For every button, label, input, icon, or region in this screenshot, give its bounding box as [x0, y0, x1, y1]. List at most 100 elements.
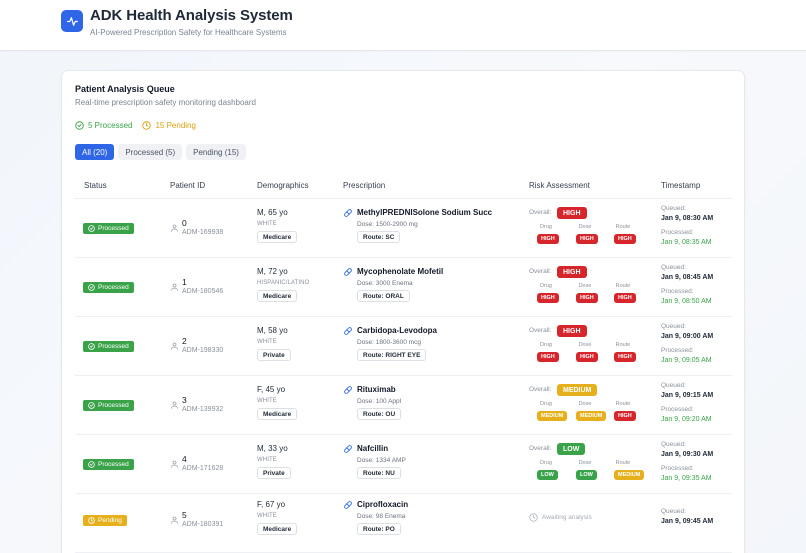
ethnicity: WHITE [257, 339, 277, 345]
overall-label: Overall: [529, 445, 552, 452]
pending-stat: 15 Pending [142, 121, 196, 130]
table-row[interactable]: Processed 4 ADM-171628 M, 33 yo WHITE Pr… [75, 435, 732, 494]
queued-time: Jan 9, 09:15 AM [661, 392, 714, 399]
pill-link-icon [344, 327, 352, 335]
overall-label: Overall: [529, 209, 552, 216]
admission-code: ADM-169938 [182, 229, 224, 236]
queued-time: Jan 9, 09:45 AM [661, 518, 714, 525]
clock-icon [142, 121, 152, 130]
processed-time: Jan 9, 09:35 AM [661, 475, 712, 482]
processed-time: Jan 9, 09:05 AM [661, 357, 712, 364]
route-chip: Route: RIGHT EYE [357, 349, 427, 361]
tab-all[interactable]: All (20) [75, 144, 115, 160]
filter-tabs: All (20) Processed (5) Pending (15) [75, 144, 246, 160]
overall-risk-badge: LOW [557, 443, 586, 455]
queue-title: Patient Analysis Queue [75, 84, 175, 94]
awaiting-label: Awaiting analysis [542, 514, 592, 521]
patient-id: 1 [182, 277, 187, 287]
pill-link-icon [344, 209, 352, 217]
queued-label: Queued: [661, 205, 686, 212]
status-label: Pending [98, 517, 122, 524]
processed-count: 5 Processed [88, 121, 133, 130]
queued-label: Queued: [661, 264, 686, 271]
check-circle-icon [88, 402, 95, 409]
dose: Dose: 1500-2900 mg [357, 221, 418, 228]
queued-label: Queued: [661, 382, 686, 389]
demographics: M, 33 yo [257, 444, 288, 453]
col-prescription: Prescription [343, 181, 386, 190]
drug-name: Rituximab [357, 385, 396, 394]
patient-id: 3 [182, 395, 187, 405]
ethnicity: WHITE [257, 513, 277, 519]
queued-time: Jan 9, 08:30 AM [661, 215, 714, 222]
clock-icon [88, 517, 95, 524]
queued-time: Jan 9, 08:45 AM [661, 274, 714, 281]
drug-name: Nafcillin [357, 444, 389, 453]
drug-risk-label: Drug [540, 224, 552, 230]
user-icon [171, 516, 178, 524]
overall-risk-badge: MEDIUM [557, 384, 598, 396]
route-chip: Route: PO [357, 523, 401, 535]
status-badge: Processed [83, 459, 134, 470]
queued-time: Jan 9, 09:30 AM [661, 451, 714, 458]
overall-risk-badge: HIGH [557, 266, 587, 278]
drug-risk-label: Drug [540, 283, 552, 289]
demographics: M, 72 yo [257, 267, 288, 276]
tab-processed[interactable]: Processed (5) [118, 144, 183, 160]
pill-link-icon [344, 268, 352, 276]
insurance-chip: Medicare [257, 231, 298, 243]
admission-code: ADM-198330 [182, 347, 224, 354]
drug-risk-badge: HIGH [537, 352, 559, 362]
table-row[interactable]: Processed 1 ADM-180546 M, 72 yo HISPANIC… [75, 258, 732, 317]
drug-risk-label: Drug [540, 401, 552, 407]
queued-label: Queued: [661, 323, 686, 330]
table-row[interactable]: Processed 0 ADM-169938 M, 65 yo WHITE Me… [75, 199, 732, 258]
processed-stat: 5 Processed [75, 121, 132, 130]
col-risk-assessment: Risk Assessment [529, 181, 590, 190]
dose: Dose: 3000 Enema [357, 280, 413, 287]
route-risk-badge: HIGH [614, 234, 636, 244]
user-icon [171, 224, 178, 232]
dose-risk-badge: LOW [576, 470, 597, 480]
patient-id: 2 [182, 336, 187, 346]
route-chip: Route: ORAL [357, 290, 410, 302]
status-label: Processed [98, 461, 129, 468]
drug-risk-badge: HIGH [537, 234, 559, 244]
route-risk-badge: MEDIUM [614, 470, 645, 480]
drug-risk-label: Drug [540, 460, 552, 466]
dose-risk-label: Dose [578, 460, 592, 466]
tab-pending[interactable]: Pending (15) [186, 144, 246, 160]
col-status: Status [84, 181, 107, 190]
status-label: Processed [98, 225, 129, 232]
admission-code: ADM-180391 [182, 521, 224, 528]
route-risk-label: Route [615, 342, 631, 348]
user-icon [171, 283, 178, 291]
user-icon [171, 342, 178, 350]
check-circle-icon [75, 121, 84, 130]
route-risk-badge: HIGH [614, 293, 636, 303]
pill-link-icon [344, 386, 352, 394]
demographics: M, 65 yo [257, 208, 288, 217]
dose: Dose: 100 Appl [357, 398, 402, 405]
ethnicity: WHITE [257, 221, 277, 227]
drug-risk-badge: MEDIUM [537, 411, 568, 421]
table-row[interactable]: Processed 3 ADM-139932 F, 45 yo WHITE Me… [75, 376, 732, 435]
ethnicity: WHITE [257, 398, 277, 404]
route-chip: Route: SC [357, 231, 401, 243]
pill-link-icon [344, 445, 352, 453]
dose-risk-label: Dose [578, 283, 592, 289]
insurance-chip: Private [257, 467, 291, 479]
route-risk-label: Route [615, 224, 631, 230]
table-row[interactable]: Pending 5 ADM-180391 F, 67 yo WHITE Medi… [75, 494, 732, 553]
insurance-chip: Private [257, 349, 291, 361]
dose: Dose: 1800-3600 mcg [357, 339, 421, 346]
drug-risk-badge: HIGH [537, 293, 559, 303]
app-header: ADK Health Analysis System AI-Powered Pr… [0, 0, 806, 51]
dose: Dose: 1334 AMP [357, 457, 406, 464]
dose-risk-badge: HIGH [576, 234, 598, 244]
drug-risk-badge: LOW [537, 470, 558, 480]
table-row[interactable]: Processed 2 ADM-198330 M, 58 yo WHITE Pr… [75, 317, 732, 376]
route-risk-label: Route [615, 283, 631, 289]
check-circle-icon [88, 284, 95, 291]
app-title: ADK Health Analysis System [90, 7, 293, 24]
